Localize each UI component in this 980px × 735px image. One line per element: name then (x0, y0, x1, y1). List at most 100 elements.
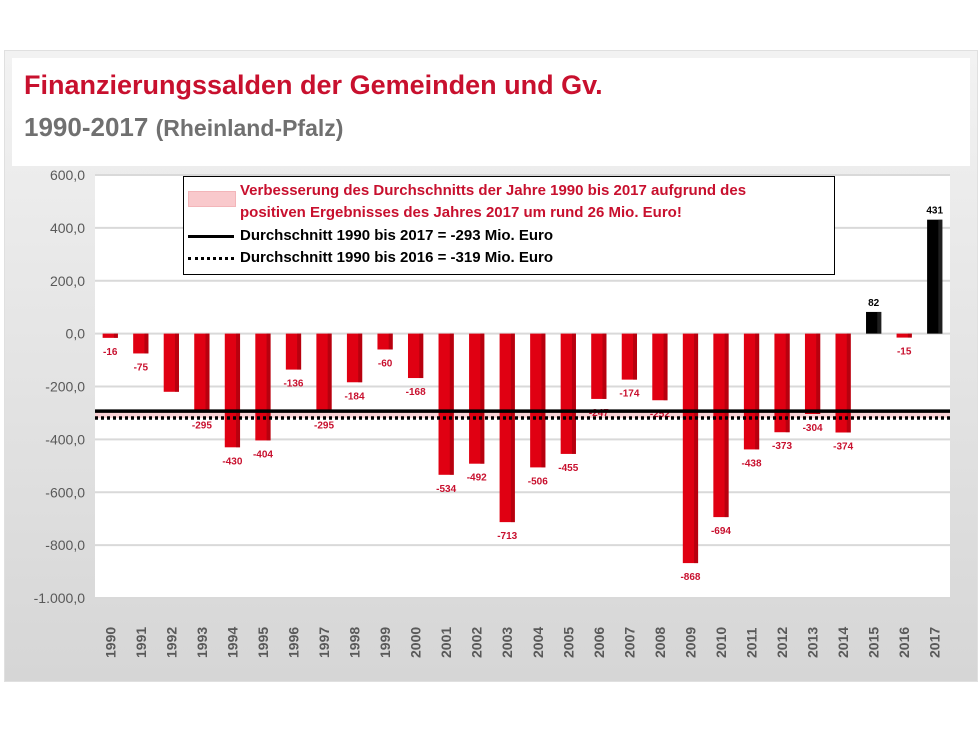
data-label: -75 (134, 362, 149, 373)
legend-dotted: Durchschnitt 1990 bis 2016 = -319 Mio. E… (240, 249, 554, 266)
bar-side-2003 (510, 333, 515, 523)
x-tick-label: 1996 (285, 627, 301, 658)
data-label: -373 (772, 441, 792, 452)
y-tick-label: 0,0 (66, 326, 86, 342)
bar-side-2002 (480, 333, 485, 464)
x-tick-label: 2002 (469, 627, 485, 658)
x-tick-label: 2017 (927, 627, 943, 658)
x-tick-label: 2009 (682, 627, 698, 658)
bar-side-1990 (113, 333, 118, 338)
bar-side-1993 (205, 333, 210, 412)
data-label: -60 (378, 358, 393, 369)
bar-side-1998 (358, 333, 363, 383)
data-label: -534 (436, 484, 456, 495)
y-tick-label: 600,0 (50, 167, 85, 183)
data-label: -247 (589, 408, 609, 419)
data-label: -184 (345, 391, 365, 402)
y-tick-label: -600,0 (45, 484, 85, 500)
bar-side-2009 (694, 333, 699, 564)
bar-side-2012 (785, 333, 790, 433)
bar-side-1999 (388, 333, 393, 350)
x-tick-label: 1998 (347, 627, 363, 658)
y-tick-label: -1.000,0 (34, 590, 86, 606)
x-tick-label: 1999 (377, 627, 393, 658)
data-label: -15 (897, 347, 912, 358)
improvement-band (95, 411, 950, 418)
y-tick-label: -400,0 (45, 431, 85, 447)
data-label: -404 (253, 449, 273, 460)
bar-side-2006 (602, 333, 607, 399)
y-tick-label: 400,0 (50, 220, 85, 236)
data-label: -304 (803, 423, 823, 434)
bar-side-2017 (938, 219, 943, 334)
bar-side-2000 (419, 333, 424, 379)
bar-side-1992 (174, 333, 179, 392)
bar-side-2004 (541, 333, 546, 468)
data-label: -295 (314, 421, 334, 432)
bar-side-2008 (663, 333, 668, 401)
bar-side-2007 (633, 333, 638, 380)
data-label: -868 (680, 572, 700, 583)
x-tick-label: 1991 (133, 627, 149, 658)
legend: Verbesserung des Durchschnitts der Jahre… (183, 176, 835, 275)
bar-side-2015 (877, 311, 882, 334)
subtitle-region: (Rheinland-Pfalz) (155, 115, 344, 141)
data-label: 82 (868, 298, 880, 309)
data-label: -136 (283, 379, 303, 390)
chart-subtitle: 1990-2017 (Rheinland-Pfalz) (24, 112, 343, 143)
data-label: -430 (222, 456, 242, 467)
data-label: -713 (497, 531, 517, 542)
y-tick-label: 200,0 (50, 273, 85, 289)
x-tick-label: 2005 (560, 627, 576, 658)
legend-band-line2: positiven Ergebnisses des Jahres 2017 um… (240, 204, 682, 221)
y-tick-label: -800,0 (45, 537, 85, 553)
x-tick-label: 2012 (774, 627, 790, 658)
x-tick-label: 2001 (438, 627, 454, 658)
x-tick-label: 2000 (408, 627, 424, 658)
x-tick-label: 2013 (805, 627, 821, 658)
data-label: -295 (192, 421, 212, 432)
data-label: -16 (103, 347, 118, 358)
x-tick-label: 2010 (713, 627, 729, 658)
legend-band-swatch (188, 191, 236, 207)
bar-side-1995 (266, 333, 271, 441)
legend-solid: Durchschnitt 1990 bis 2017 = -293 Mio. E… (240, 227, 554, 244)
bar-side-1991 (144, 333, 149, 354)
subtitle-years: 1990-2017 (24, 112, 149, 142)
x-tick-label: 2015 (866, 627, 882, 658)
data-label: -168 (406, 387, 426, 398)
bar-side-2014 (846, 333, 851, 433)
bar-2016 (896, 333, 912, 338)
x-tick-label: 1997 (316, 627, 332, 658)
data-label: -492 (467, 473, 487, 484)
x-tick-label: 1993 (194, 627, 210, 658)
data-label: 431 (926, 206, 943, 217)
x-tick-label: 2003 (499, 627, 515, 658)
x-tick-label: 2004 (530, 627, 546, 658)
x-tick-label: 1994 (224, 627, 240, 658)
x-tick-label: 1990 (102, 627, 118, 658)
x-tick-label: 2011 (744, 627, 760, 658)
data-label: -455 (558, 463, 578, 474)
legend-band-line1: Verbesserung des Durchschnitts der Jahre… (240, 182, 747, 199)
bar-side-2005 (571, 333, 576, 454)
x-tick-label: 1992 (163, 627, 179, 658)
data-label: -252 (650, 409, 670, 420)
bar-side-2011 (755, 333, 760, 450)
data-label: -174 (619, 389, 639, 400)
x-tick-label: 2016 (896, 627, 912, 658)
y-tick-label: -200,0 (45, 379, 85, 395)
bar-side-1996 (297, 333, 302, 370)
x-tick-label: 1995 (255, 627, 271, 658)
bar-side-2013 (816, 333, 821, 414)
x-tick-label: 2006 (591, 627, 607, 658)
x-tick-label: 2008 (652, 627, 668, 658)
bar-side-2016 (907, 333, 912, 338)
legend-dotted-swatch (188, 257, 234, 260)
bar-1990 (102, 333, 118, 338)
data-label: -506 (528, 476, 548, 487)
x-tick-label: 2014 (835, 627, 851, 658)
data-label: -374 (833, 442, 853, 453)
legend-solid-swatch (188, 235, 234, 238)
